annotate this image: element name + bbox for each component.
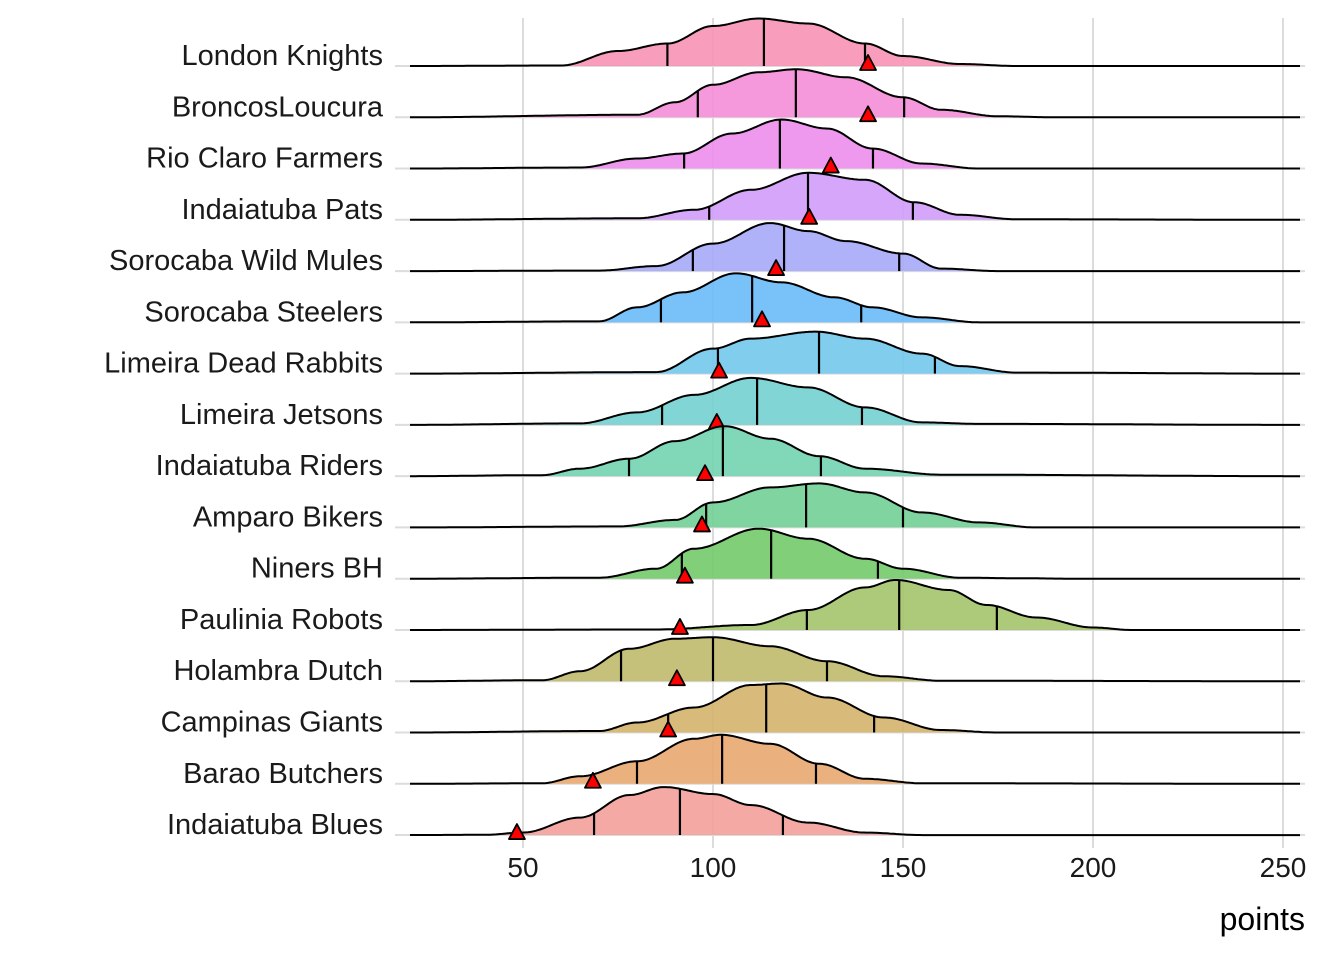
density-line — [410, 425, 1300, 478]
density-line — [410, 330, 1300, 375]
density-line — [410, 482, 1300, 529]
density-line — [410, 68, 1300, 119]
ridge-campinas-giants — [410, 682, 1300, 738]
ridge-niners-bh — [410, 527, 1300, 584]
ridge-limeira-dead-rabbits — [410, 330, 1300, 379]
y-label: Amparo Bikers — [193, 501, 383, 533]
density-area — [410, 787, 1300, 836]
ridge-london-knights — [410, 17, 1300, 71]
y-label: Indaiatuba Pats — [181, 194, 383, 226]
y-axis-labels: London Knights BroncosLoucura Rio Claro Fa… — [104, 40, 384, 841]
density-line — [410, 222, 1300, 273]
team-marker — [710, 361, 728, 379]
y-label: London Knights — [181, 40, 383, 72]
team-marker — [753, 310, 771, 328]
density-line — [410, 118, 1300, 170]
team-marker — [859, 105, 877, 123]
y-label: Rio Claro Farmers — [146, 143, 383, 175]
x-tick-label: 200 — [1070, 852, 1117, 883]
density-line — [410, 636, 1300, 683]
team-marker — [767, 259, 785, 276]
team-marker — [693, 515, 711, 533]
density-area — [410, 69, 1300, 118]
density-area — [410, 426, 1300, 477]
y-label: Holambra Dutch — [173, 655, 383, 687]
density-line — [410, 786, 1300, 837]
x-tick-label: 250 — [1260, 852, 1307, 883]
ridge-limeira-jetsons — [410, 376, 1300, 430]
density-area — [410, 223, 1300, 272]
y-label: Limeira Dead Rabbits — [104, 348, 383, 380]
team-marker — [508, 823, 526, 840]
density-line — [410, 272, 1300, 324]
density-area — [410, 119, 1300, 169]
ridge-indaiatuba-blues — [410, 786, 1300, 840]
ridge-indaiatuba-pats — [410, 171, 1300, 225]
y-label: Limeira Jetsons — [180, 399, 383, 431]
x-tick-label: 100 — [690, 852, 737, 883]
density-area — [410, 637, 1300, 682]
y-label: Sorocaba Steelers — [144, 296, 383, 328]
y-label: Indaiatuba Blues — [167, 809, 383, 841]
ridge-amparo-bikers — [410, 482, 1300, 533]
density-area — [410, 273, 1300, 323]
y-label: Campinas Giants — [161, 707, 383, 739]
ridge-indaiatuba-riders — [410, 425, 1300, 482]
team-marker — [696, 464, 714, 482]
density-area — [410, 172, 1300, 220]
team-marker — [800, 207, 819, 225]
y-label: Niners BH — [251, 553, 383, 585]
ridge-rio-claro-farmers — [410, 118, 1300, 174]
density-area — [410, 483, 1300, 528]
y-label: Indaiatuba Riders — [156, 450, 383, 482]
density-line — [410, 171, 1300, 221]
x-axis-title: points — [1220, 901, 1305, 937]
ridges — [410, 17, 1300, 840]
y-label: BroncosLoucura — [172, 91, 384, 123]
x-axis-ticks: 50 100 150 200 250 — [507, 852, 1306, 883]
team-marker — [675, 566, 694, 584]
team-marker — [671, 618, 689, 635]
team-marker — [668, 669, 686, 687]
team-marker — [584, 771, 602, 789]
ridge-sorocaba-wild-mules — [410, 222, 1300, 276]
density-line — [410, 733, 1300, 785]
density-line — [410, 17, 1300, 67]
team-marker — [821, 156, 840, 174]
ridge-broncosloucura — [410, 68, 1300, 123]
team-marker — [859, 54, 877, 71]
density-area — [410, 734, 1300, 784]
y-label: Barao Butchers — [183, 758, 383, 790]
ridge-holambra-dutch — [410, 636, 1300, 687]
x-tick-label: 150 — [880, 852, 927, 883]
density-area — [410, 580, 1300, 630]
y-label: Sorocaba Wild Mules — [109, 245, 383, 277]
density-line — [410, 376, 1300, 426]
y-label: Paulinia Robots — [180, 604, 383, 636]
x-tick-label: 50 — [507, 852, 538, 883]
density-area — [410, 528, 1300, 579]
density-line — [410, 579, 1300, 631]
density-line — [410, 682, 1300, 734]
team-marker — [659, 720, 678, 738]
ridge-barao-butchers — [410, 733, 1300, 789]
ridge-sorocaba-steelers — [410, 272, 1300, 328]
density-area — [410, 331, 1300, 374]
density-line — [410, 527, 1300, 580]
ridge-paulinia-robots — [410, 579, 1300, 635]
density-area — [410, 377, 1300, 425]
